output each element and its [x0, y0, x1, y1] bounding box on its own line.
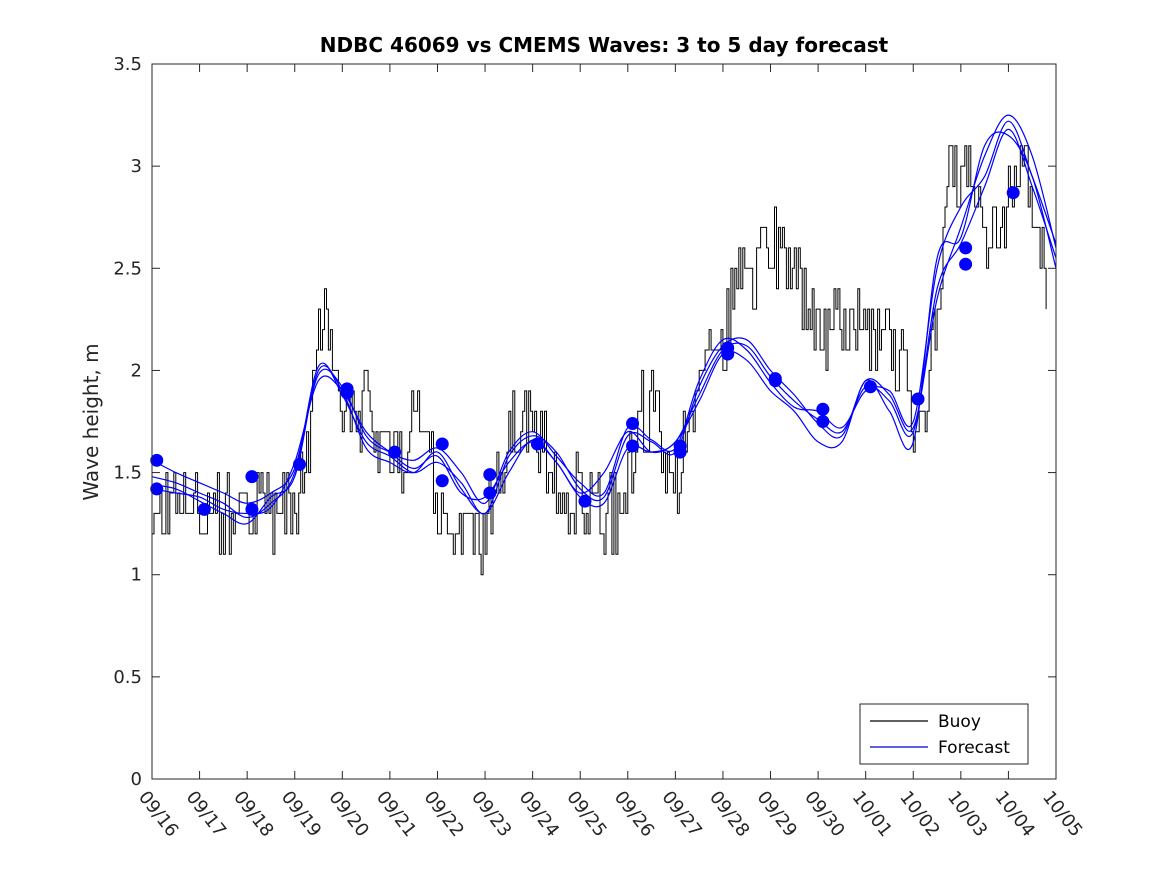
forecast-series-line	[151, 114, 1057, 519]
chart-title: NDBC 46069 vs CMEMS Waves: 3 to 5 day fo…	[320, 33, 889, 57]
forecast-marker	[245, 502, 259, 516]
forecast-marker	[863, 380, 877, 394]
y-tick-label: 0.5	[113, 667, 142, 688]
forecast-series-line	[151, 131, 1057, 525]
legend-forecast-label: Forecast	[938, 738, 1010, 758]
forecast-marker	[721, 347, 735, 361]
forecast-marker	[388, 445, 402, 459]
y-tick-label: 3	[131, 156, 142, 177]
forecast-marker	[530, 437, 544, 451]
forecast-marker	[1006, 186, 1020, 200]
y-tick-label: 2.5	[113, 258, 142, 279]
plot-area	[152, 64, 1056, 779]
forecast-marker	[816, 415, 830, 428]
forecast-marker	[245, 470, 259, 484]
forecast-marker	[197, 502, 211, 516]
legend: Buoy Forecast	[859, 703, 1029, 765]
forecast-marker	[626, 439, 640, 453]
y-axis-label: Wave height, m	[79, 343, 103, 500]
forecast-marker	[340, 386, 354, 400]
y-tick-label: 2	[131, 360, 142, 381]
y-tick-label: 0	[131, 769, 142, 790]
forecast-marker	[292, 457, 306, 471]
forecast-marker	[435, 437, 449, 451]
marker-layer	[150, 186, 1020, 516]
forecast-marker	[150, 482, 164, 496]
forecast-marker	[578, 494, 592, 508]
forecast-marker	[435, 474, 449, 488]
y-tick-label: 1.5	[113, 463, 142, 484]
forecast-marker	[959, 257, 973, 271]
y-tick-label: 1	[131, 565, 142, 586]
forecast-marker	[626, 417, 640, 431]
forecast-marker	[483, 468, 497, 482]
axes-box	[151, 63, 1057, 780]
forecast-marker	[483, 486, 497, 500]
forecast-marker	[673, 445, 687, 459]
y-tick-label: 3.5	[113, 54, 142, 75]
forecast-marker	[150, 453, 164, 467]
forecast-marker	[768, 374, 782, 388]
forecast-marker	[816, 402, 830, 416]
forecast-marker	[911, 392, 925, 406]
forecast-marker	[959, 241, 973, 255]
legend-buoy-label: Buoy	[938, 712, 981, 732]
legend-box	[859, 703, 1029, 765]
